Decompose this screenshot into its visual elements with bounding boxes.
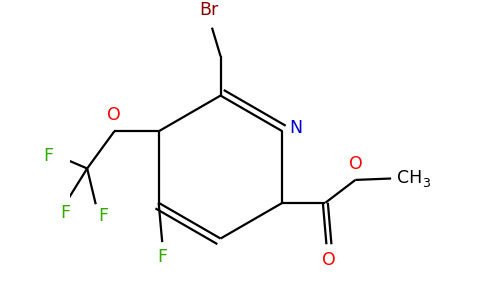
Text: O: O (348, 155, 362, 173)
Text: F: F (60, 204, 70, 222)
Text: F: F (43, 147, 53, 165)
Text: CH: CH (397, 169, 422, 187)
Text: N: N (289, 119, 302, 137)
Text: 3: 3 (422, 177, 430, 190)
Text: O: O (322, 251, 336, 269)
Text: Br: Br (199, 1, 219, 19)
Text: F: F (157, 248, 167, 266)
Text: F: F (99, 207, 108, 225)
Text: O: O (107, 106, 121, 124)
